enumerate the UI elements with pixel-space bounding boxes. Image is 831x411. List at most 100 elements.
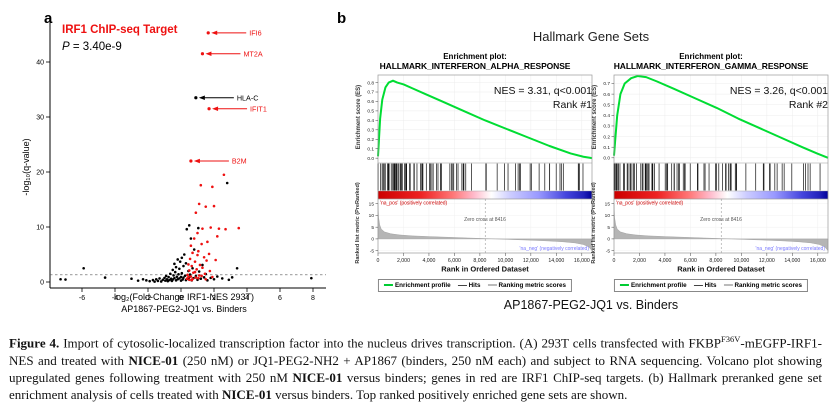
x-tick-label: -4: [112, 295, 118, 302]
gene-arrowhead: [212, 106, 219, 111]
y-tick-label: 30: [36, 114, 44, 121]
scatter-point: [173, 270, 177, 274]
scatter-point: [208, 269, 212, 273]
panel-b-subcaption: AP1867-PEG2-JQ1 vs. Binders: [503, 298, 679, 312]
scatter-point: [173, 276, 176, 280]
scatter-point: [187, 269, 191, 272]
scatter-point: [64, 278, 67, 281]
hit-ticks: [377, 163, 584, 191]
gene-arrowhead: [205, 51, 212, 56]
scatter-point: [164, 274, 168, 278]
scatter-point: [191, 251, 194, 255]
gene-label: B2M: [232, 157, 247, 166]
ranking-metric-swatch: [487, 284, 497, 287]
metric-tick-label: 15: [369, 201, 375, 207]
rank-tick-label: 10,000: [497, 258, 513, 264]
scatter-point: [196, 253, 199, 257]
scatter-point: [203, 272, 207, 276]
scatter-point: [180, 256, 184, 260]
rank-tick-label: 16,000: [810, 258, 826, 264]
scatter-point: [175, 275, 179, 279]
metric-tick-label: 10: [605, 213, 611, 219]
rank-tick-label: 14,000: [784, 258, 800, 264]
scatter-point: [82, 266, 85, 270]
scatter-point: [220, 277, 224, 280]
scatter-point: [173, 262, 176, 266]
es-tick-label: 0.2: [603, 134, 610, 140]
enrichment-profile-swatch: [383, 284, 393, 287]
scatter-point: [187, 278, 191, 282]
y-tick-label: 0: [40, 279, 44, 286]
labeled-gene-point: [194, 96, 198, 100]
scatter-point: [190, 278, 194, 282]
caption-text-run: Import of cytosolic-localized transcript…: [59, 335, 721, 351]
rank-tick-label: 8,000: [709, 258, 722, 264]
gene-arrowhead: [198, 95, 205, 100]
metric-tick-label: -5: [606, 248, 611, 254]
scatter-point: [201, 227, 204, 230]
es-tick-label: 0.4: [603, 113, 610, 119]
hits-swatch: [693, 284, 703, 287]
caption-bold-run: NICE-01: [221, 387, 272, 403]
scatter-point: [212, 204, 216, 208]
rank-value: Rank #2: [788, 99, 828, 112]
scatter-point: [200, 274, 203, 278]
scatter-point: [168, 272, 172, 276]
x-tick-label: 6: [278, 295, 282, 302]
scatter-point: [59, 277, 62, 281]
labeled-gene-point: [189, 159, 193, 163]
es-tick-label: 0.8: [367, 80, 374, 86]
rank-tick-label: 0: [613, 258, 616, 264]
labeled-gene-point: [206, 31, 210, 35]
zero-cross-label: Zero cross at 8416: [464, 217, 506, 223]
caption-bold-run: NICE-01: [292, 369, 343, 385]
gene-label: IFI6: [249, 28, 261, 37]
rank-tick-label: 16,000: [574, 258, 590, 264]
gsea-gamma-stats: NES = 3.26, q<0.001 Rank #2: [730, 84, 828, 112]
es-tick-label: 0.5: [367, 109, 374, 115]
scatter-point: [202, 276, 206, 279]
scatter-point: [159, 280, 163, 283]
panel-b-label: b: [337, 10, 347, 27]
gsea-gamma-legend: Enrichment profile Hits Ranking metric s…: [613, 279, 809, 292]
es-tick-label: 0.7: [367, 90, 374, 96]
scatter-point: [200, 242, 203, 246]
labeled-gene-point: [200, 52, 205, 56]
rank-tick-label: 10,000: [733, 258, 749, 264]
scatter-point: [193, 270, 197, 274]
metric-tick-label: 0: [371, 237, 374, 243]
scatter-point: [192, 248, 196, 251]
rank-tick-label: 2,000: [397, 258, 410, 264]
scatter-point: [237, 226, 241, 230]
scatter-point: [204, 277, 208, 281]
es-tick-label: 0.1: [367, 146, 374, 152]
zero-cross-label: Zero cross at 8416: [700, 217, 742, 223]
scatter-point: [230, 276, 234, 279]
scatter-point: [235, 266, 239, 270]
es-tick-label: 0.4: [367, 118, 374, 124]
scatter-point: [178, 267, 181, 271]
scatter-point: [184, 262, 188, 265]
scatter-point: [199, 183, 203, 187]
scatter-point: [197, 249, 200, 253]
scatter-point: [190, 264, 194, 268]
scatter-point: [194, 211, 198, 214]
es-tick-label: 0.3: [367, 128, 374, 134]
caption-bold-run: Figure 4.: [9, 335, 60, 351]
metric-tick-label: 15: [605, 201, 611, 207]
scatter-point: [185, 227, 189, 231]
scatter-point: [204, 205, 208, 208]
gsea-gamma-title: Enrichment plot: HALLMARK_INTERFERON_GAM…: [613, 52, 809, 71]
scatter-point: [227, 278, 231, 282]
ranked-metric-area: [613, 203, 829, 252]
scatter-point: [187, 224, 191, 227]
scatter-point: [167, 275, 170, 279]
metric-tick-label: -5: [370, 248, 375, 254]
volcano-axes: -6 -4 -2 0 2 4 6 8 0 10 20 30 40: [36, 16, 326, 302]
rank-gradient-bar: [377, 190, 593, 200]
scatter-point: [188, 257, 192, 261]
es-tick-label: 0.0: [603, 156, 610, 162]
scatter-point: [176, 258, 179, 261]
volcano-xlabel-line2: AP1867-PEG2-JQ1 vs. Binders: [121, 304, 247, 314]
volcano-ylabel: -log₁₀(q-value): [21, 138, 31, 196]
